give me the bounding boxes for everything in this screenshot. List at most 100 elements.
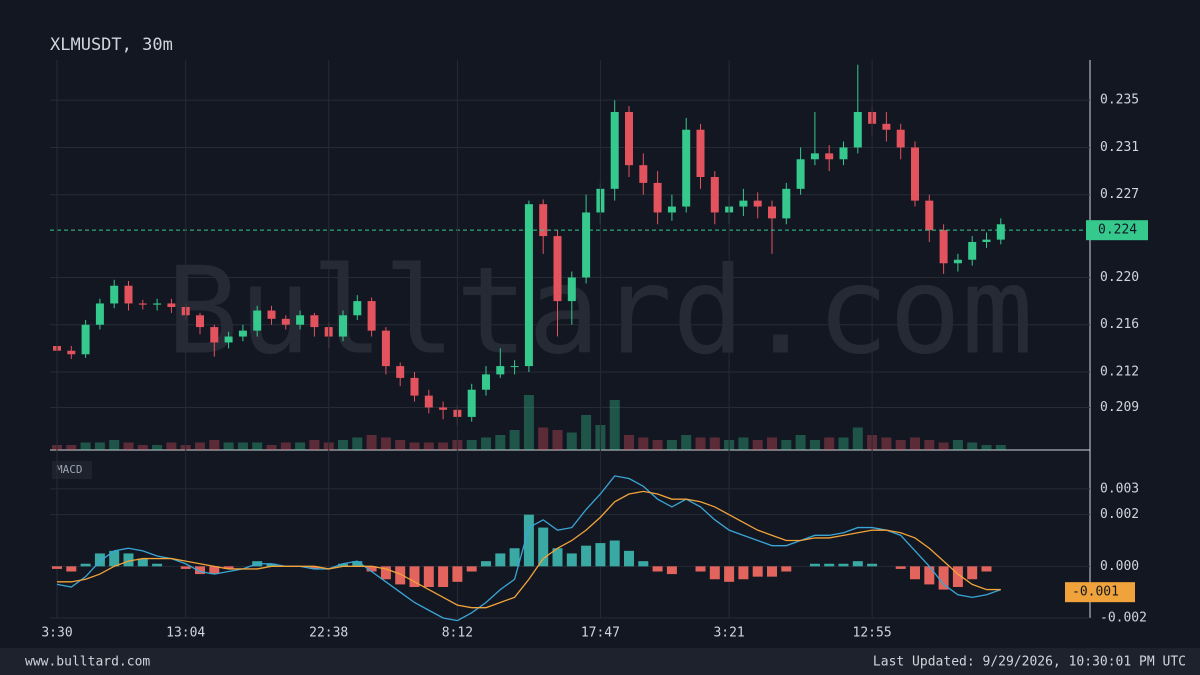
candle-body [911,147,919,201]
histogram-bar [523,514,534,567]
candle-body [996,224,1005,240]
histogram-bar [380,566,391,580]
histogram-bar [938,566,949,590]
candle-body [582,212,591,278]
histogram-bar [581,545,592,567]
volume-bar [924,440,935,450]
volume-bar [252,442,263,450]
footer-updated: Last Updated: 9/29/2026, 10:30:01 PM UTC [873,655,1186,670]
histogram-bar [910,566,920,580]
histogram-bar [738,566,749,580]
histogram-bar [423,566,434,587]
volume-bar [809,440,820,450]
candle-body [253,310,262,331]
histogram-bar [452,566,463,582]
candle-body [639,165,648,183]
x-tick-label: 12:55 [853,626,892,641]
histogram-bar [809,563,820,567]
histogram-bar [109,550,120,567]
histogram-bar [967,566,978,580]
candle-body [782,188,791,219]
candle-body [210,327,219,343]
x-tick-label: 8:12 [442,626,473,641]
candle-body [953,259,962,264]
volume-bar [137,445,148,450]
volume-bar [195,442,205,450]
histogram-bar [352,561,363,567]
histogram-bar [438,566,449,587]
histogram-bar [509,548,520,567]
volume-bar [523,395,534,450]
y-tick-label: 0.216 [1100,317,1139,332]
volume-bar [695,437,706,450]
y-tick-label: 0.231 [1100,140,1139,155]
volume-bar [938,442,949,450]
histogram-bar [709,566,720,580]
candle-body [67,350,76,355]
histogram-bar [724,566,735,582]
volume-bar [94,442,105,450]
volume-bar [852,427,863,450]
histogram-bar [666,566,677,575]
volume-bar [952,440,963,450]
candle-body [396,366,405,378]
histogram-bar [195,566,205,575]
histogram-bar [495,553,506,567]
volume-bar [109,440,120,450]
candle-body [138,303,147,305]
histogram-bar [838,563,849,567]
volume-bar [609,400,620,450]
candle-body [196,315,204,328]
x-tick-label: 22:38 [309,626,348,641]
x-tick-label: 3:30 [41,626,72,641]
y-tick-label: 0.000 [1100,559,1139,574]
candle-body [81,324,90,355]
last-price-badge [1086,220,1148,241]
candle-body [682,129,691,207]
candle-body [939,230,948,264]
volume-bar [652,440,663,450]
candle-body [281,318,290,325]
volume-bar [795,435,806,450]
volume-bar [709,437,720,450]
volume-bar [881,437,892,450]
candle-body [95,303,104,325]
histogram-bar [137,558,148,567]
histogram-bar [538,527,549,567]
histogram-bar [152,563,163,567]
y-tick-label: 0.227 [1100,187,1139,202]
volume-bar [266,445,277,450]
volume-bar [295,442,306,450]
histogram-bar [266,563,277,567]
macd-line [56,475,1002,622]
candle-body [982,239,991,242]
volume-bar [166,442,177,450]
candle-body [710,177,719,213]
candle-body [796,159,805,189]
candle-body [825,153,834,160]
histogram-bar [338,563,348,567]
candle-body [753,200,762,207]
histogram-bar [80,563,91,567]
volume-bar [280,442,291,450]
x-tick-label: 3:21 [713,626,744,641]
volume-bar [638,437,649,450]
histogram-bar [409,566,420,587]
candle-body [424,395,433,408]
histogram-bar [752,566,763,577]
histogram-bar [867,563,878,567]
volume-bar [752,440,763,450]
x-tick-label: 17:47 [581,626,620,641]
histogram-bar [552,548,563,567]
volume-bar [838,437,849,450]
histogram-bar [466,566,477,572]
candle-body [768,206,776,219]
volume-bar [338,440,348,450]
histogram-bar [180,566,191,569]
candle-body [224,336,233,343]
histogram-bar [52,566,62,569]
x-tick-label: 13:04 [166,626,205,641]
last-value-label: -0.001 [1072,585,1119,600]
candle-body [353,301,362,316]
